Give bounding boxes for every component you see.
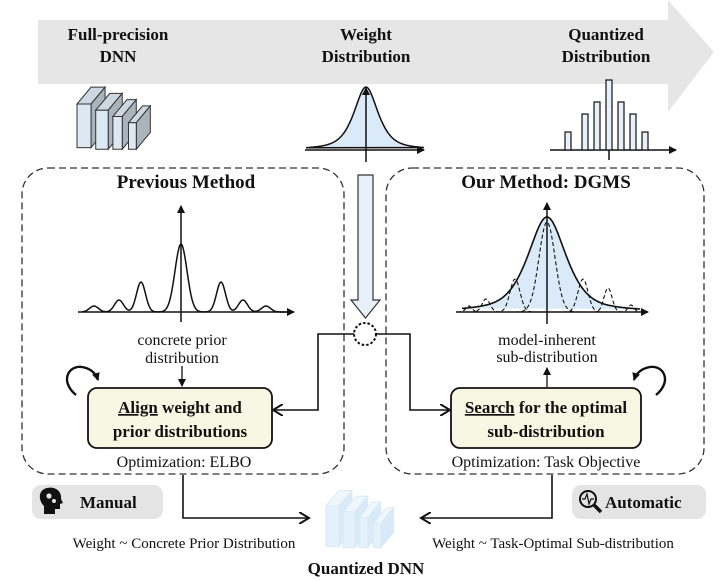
quantized-distribution-plot <box>550 79 677 160</box>
search-box-line1: Search for the optimal <box>465 398 628 417</box>
quantized-dnn-label: Quantized DNN <box>308 559 425 578</box>
previous-method-title: Previous Method <box>117 172 256 193</box>
optimization-task-objective: Optimization: Task Objective <box>452 454 641 471</box>
search-box-line2: sub-distribution <box>487 422 605 441</box>
automatic-label: Automatic <box>605 493 682 512</box>
hollow-down-arrow <box>349 174 382 319</box>
quantized-bar <box>629 113 637 151</box>
pipeline-arrow <box>38 0 714 112</box>
junction-circle <box>353 322 377 346</box>
manual-label: Manual <box>80 493 137 512</box>
dgms-sub-distribution-plot <box>456 202 649 324</box>
align-box-line1: Align weight and <box>118 398 242 417</box>
concrete-prior-result: Weight ~ Concrete Prior Distribution <box>73 536 296 552</box>
loop-arrow-icon <box>65 365 100 396</box>
quantized-bar <box>581 113 589 151</box>
quantized-bar <box>641 131 649 151</box>
weight-distribution-plot <box>305 86 425 162</box>
our-method-panel <box>385 167 705 475</box>
stage-quantized-distribution-label: Quantized Distribution <box>562 25 651 66</box>
automatic-badge <box>572 485 706 519</box>
stage-weight-distribution-label: Weight Distribution <box>322 25 411 66</box>
previous-method-panel <box>21 167 345 475</box>
concrete-prior-label: concrete prior distribution <box>137 332 227 367</box>
task-optimal-result: Weight ~ Task-Optimal Sub-distribution <box>432 536 674 552</box>
align-box-line2: prior distributions <box>113 422 248 441</box>
stage-full-precision-label: Full-precision DNN <box>68 25 169 66</box>
align-box <box>87 387 273 449</box>
quantized-bar <box>593 101 601 151</box>
manual-badge <box>32 485 163 519</box>
loop-arrow-icon <box>632 365 667 396</box>
optimization-elbo: Optimization: ELBO <box>117 454 252 471</box>
full-precision-dnn-icon <box>75 85 152 151</box>
quantized-bar <box>605 79 613 151</box>
quantized-dnn-icon <box>324 489 395 550</box>
our-method-title: Our Method: DGMS <box>461 172 631 193</box>
magnifier-waveform-icon <box>579 490 603 514</box>
head-gears-icon <box>39 487 63 514</box>
model-inherent-label: model-inherent sub-distribution <box>496 332 597 366</box>
quantized-bar <box>617 101 625 151</box>
concrete-prior-plot <box>78 205 295 322</box>
quantized-bar <box>564 131 572 151</box>
search-box <box>450 387 642 449</box>
